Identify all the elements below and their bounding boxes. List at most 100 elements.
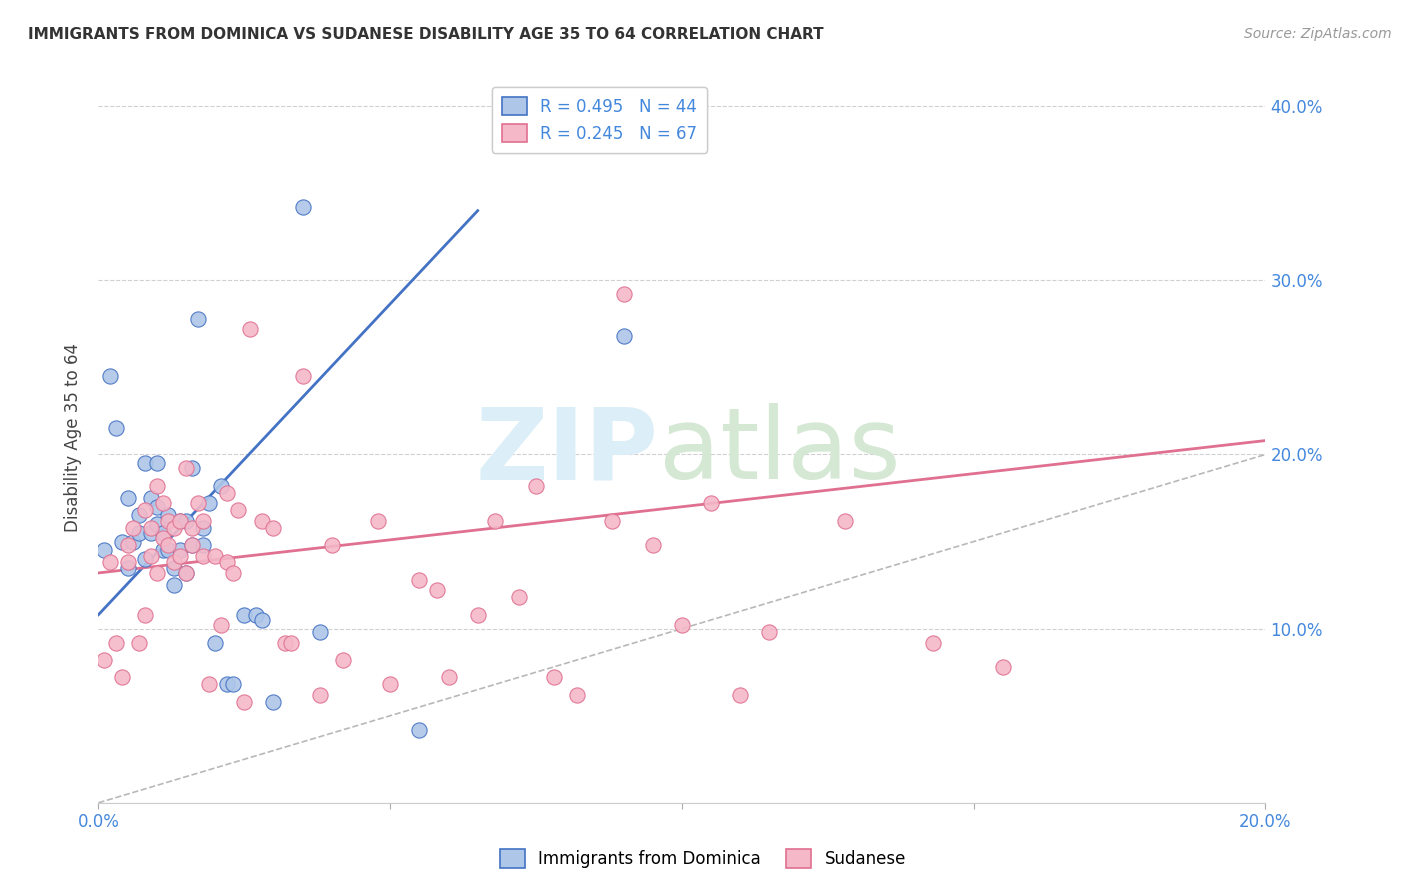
Text: atlas: atlas <box>658 403 900 500</box>
Point <box>612 329 634 343</box>
Legend: Immigrants from Dominica, Sudanese: Immigrants from Dominica, Sudanese <box>494 843 912 875</box>
Point <box>245 607 267 622</box>
Point <box>437 670 460 684</box>
Point <box>228 503 250 517</box>
Point <box>215 556 238 570</box>
Point <box>139 521 162 535</box>
Point <box>98 369 121 384</box>
Point <box>467 607 489 622</box>
Point <box>187 311 209 326</box>
Point <box>146 517 169 532</box>
Point <box>146 500 169 514</box>
Y-axis label: Disability Age 35 to 64: Disability Age 35 to 64 <box>65 343 83 532</box>
Point <box>122 521 145 535</box>
Point <box>543 670 565 684</box>
Point <box>204 635 226 649</box>
Point <box>728 688 751 702</box>
Point <box>146 456 169 470</box>
Point <box>250 613 273 627</box>
Point <box>117 491 139 505</box>
Point <box>204 549 226 563</box>
Point <box>309 625 332 640</box>
Point <box>378 677 402 691</box>
Point <box>104 635 127 649</box>
Point <box>98 556 121 570</box>
Point <box>163 521 186 535</box>
Point <box>700 496 723 510</box>
Point <box>408 723 430 737</box>
Point <box>111 534 134 549</box>
Point <box>146 566 169 580</box>
Point <box>117 560 139 574</box>
Point <box>139 525 162 540</box>
Point <box>198 496 221 510</box>
Point <box>152 543 174 558</box>
Point <box>758 625 780 640</box>
Point <box>484 514 506 528</box>
Point <box>174 566 197 580</box>
Point <box>128 508 150 523</box>
Point <box>169 543 191 558</box>
Point <box>367 514 389 528</box>
Point <box>163 578 186 592</box>
Point <box>280 635 302 649</box>
Point <box>187 496 209 510</box>
Point <box>309 688 332 702</box>
Point <box>291 369 314 384</box>
Point <box>93 543 115 558</box>
Point <box>274 635 297 649</box>
Point <box>163 556 186 570</box>
Point <box>612 287 634 301</box>
Point <box>198 677 221 691</box>
Point <box>332 653 354 667</box>
Point <box>134 607 156 622</box>
Point <box>508 591 530 605</box>
Legend: R = 0.495   N = 44, R = 0.245   N = 67: R = 0.495 N = 44, R = 0.245 N = 67 <box>492 87 707 153</box>
Point <box>157 508 180 523</box>
Point <box>291 200 314 214</box>
Point <box>169 514 191 528</box>
Point <box>174 514 197 528</box>
Point <box>921 635 943 649</box>
Point <box>122 534 145 549</box>
Point <box>215 485 238 500</box>
Point <box>671 618 693 632</box>
Text: Source: ZipAtlas.com: Source: ZipAtlas.com <box>1244 27 1392 41</box>
Point <box>180 538 202 552</box>
Point <box>134 456 156 470</box>
Point <box>128 525 150 540</box>
Point <box>174 566 197 580</box>
Point <box>524 479 547 493</box>
Point <box>152 496 174 510</box>
Point <box>215 677 238 691</box>
Point <box>152 531 174 545</box>
Point <box>209 479 232 493</box>
Point <box>600 514 623 528</box>
Point <box>221 566 243 580</box>
Point <box>233 607 256 622</box>
Point <box>157 543 180 558</box>
Point <box>209 618 232 632</box>
Point <box>117 538 139 552</box>
Point <box>193 538 215 552</box>
Point <box>991 660 1014 674</box>
Point <box>93 653 115 667</box>
Point <box>169 549 191 563</box>
Text: IMMIGRANTS FROM DOMINICA VS SUDANESE DISABILITY AGE 35 TO 64 CORRELATION CHART: IMMIGRANTS FROM DOMINICA VS SUDANESE DIS… <box>28 27 824 42</box>
Point <box>128 635 150 649</box>
Point <box>193 521 215 535</box>
Point <box>134 552 156 566</box>
Point <box>163 560 186 574</box>
Point <box>193 549 215 563</box>
Point <box>426 583 449 598</box>
Point <box>221 677 243 691</box>
Point <box>408 573 430 587</box>
Point <box>117 556 139 570</box>
Point <box>157 514 180 528</box>
Point <box>104 421 127 435</box>
Point <box>139 549 162 563</box>
Point <box>111 670 134 684</box>
Point <box>834 514 856 528</box>
Point <box>193 514 215 528</box>
Point <box>262 695 284 709</box>
